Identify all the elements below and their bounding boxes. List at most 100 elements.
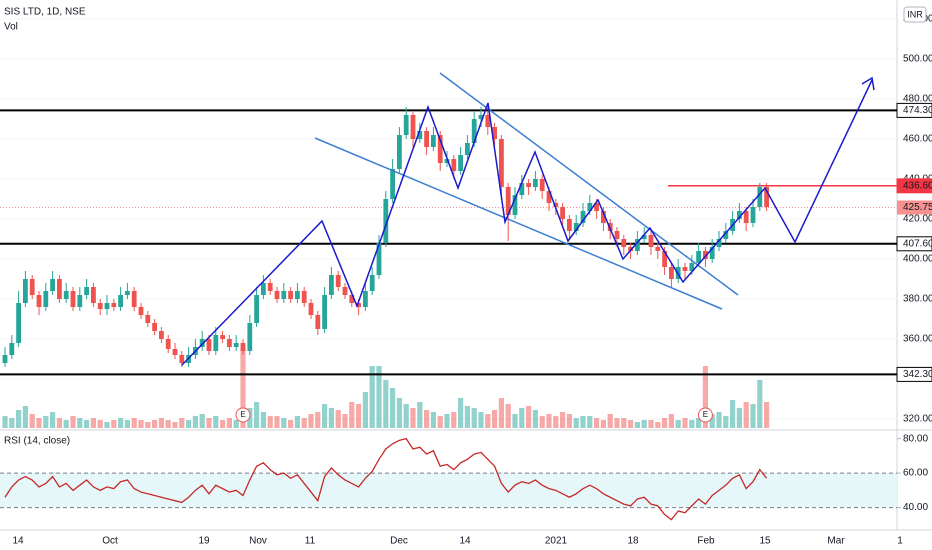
candle-body bbox=[485, 115, 491, 127]
volume-bar bbox=[396, 398, 402, 428]
candle-body bbox=[601, 211, 606, 223]
volume-bar bbox=[757, 380, 763, 428]
candle-body bbox=[573, 223, 579, 231]
candle-body bbox=[662, 251, 667, 267]
candle-body bbox=[267, 283, 273, 291]
volume-bar bbox=[267, 416, 273, 428]
volume-bar bbox=[587, 416, 593, 428]
candle-body bbox=[546, 191, 552, 203]
volume-bar bbox=[498, 398, 504, 428]
volume-bar bbox=[614, 418, 620, 428]
volume-bar bbox=[56, 418, 62, 428]
rsi-tick-label: 60.00 bbox=[903, 468, 928, 479]
candle-body bbox=[261, 283, 266, 295]
candle-body bbox=[390, 169, 395, 199]
candle-body bbox=[580, 211, 586, 223]
volume-bar bbox=[668, 414, 674, 428]
volume-bar bbox=[186, 420, 192, 428]
candle-body bbox=[499, 139, 504, 187]
volume-bar bbox=[342, 414, 348, 428]
volume-bar bbox=[308, 414, 314, 428]
last-price-label: 425.75 bbox=[903, 202, 932, 213]
volume-bar bbox=[281, 418, 287, 428]
volume-bar bbox=[118, 418, 124, 428]
volume-bar bbox=[328, 408, 334, 428]
volume-bar bbox=[560, 412, 566, 428]
candle-body bbox=[206, 339, 212, 351]
volume-bar bbox=[145, 422, 151, 428]
x-tick-label: Nov bbox=[249, 536, 267, 547]
volume-bar bbox=[519, 408, 525, 428]
volume-bar bbox=[84, 420, 90, 428]
volume-bar bbox=[539, 416, 545, 428]
volume-bar bbox=[260, 412, 266, 428]
volume-bar bbox=[403, 404, 409, 428]
volume-bar bbox=[274, 416, 280, 428]
volume-bar bbox=[580, 416, 586, 428]
candle-body bbox=[621, 239, 627, 247]
event-label: E bbox=[240, 410, 245, 419]
y-tick-label: 360.00 bbox=[903, 334, 932, 345]
candle-body bbox=[165, 339, 171, 349]
candle-body bbox=[288, 291, 293, 299]
candle-body bbox=[471, 119, 477, 143]
currency[interactable]: INR bbox=[907, 9, 923, 19]
volume-bar bbox=[505, 404, 511, 428]
volume-bar bbox=[356, 404, 362, 428]
volume-bar bbox=[648, 420, 654, 428]
last-price-badge bbox=[897, 200, 932, 215]
volume-bar bbox=[90, 418, 96, 428]
candle-body bbox=[2, 355, 8, 363]
currency-box[interactable] bbox=[903, 6, 927, 23]
volume-label: Vol bbox=[4, 22, 18, 33]
candle-body bbox=[648, 235, 654, 247]
candle-body bbox=[743, 211, 749, 223]
candle-body bbox=[403, 115, 409, 135]
x-tick-label: 19 bbox=[198, 536, 210, 547]
volume-bar bbox=[689, 420, 695, 428]
volume-bar bbox=[430, 412, 436, 428]
candle-body bbox=[709, 247, 715, 259]
volume-bar bbox=[179, 418, 185, 428]
y-tick-label: 480.00 bbox=[903, 94, 932, 105]
candle-body bbox=[689, 263, 695, 271]
volume-bar bbox=[600, 420, 606, 428]
candle-body bbox=[526, 183, 531, 187]
x-tick-label: Feb bbox=[697, 536, 715, 547]
volume-bar bbox=[172, 422, 178, 428]
x-tick-label: 14 bbox=[12, 536, 24, 547]
level-label: 436.60 bbox=[903, 180, 932, 191]
level-label: 474.30 bbox=[903, 105, 932, 116]
arrow-head bbox=[861, 76, 875, 91]
candle-body bbox=[560, 207, 565, 219]
candle-body bbox=[36, 295, 42, 307]
volume-bar bbox=[594, 418, 600, 428]
volume-bar bbox=[471, 408, 477, 428]
candle-body bbox=[295, 291, 300, 299]
candle-body bbox=[329, 275, 334, 295]
volume-bar bbox=[2, 416, 8, 428]
candle-body bbox=[444, 159, 450, 163]
volume-bar bbox=[655, 422, 661, 428]
candle-body bbox=[308, 303, 314, 315]
candle-body bbox=[91, 287, 96, 303]
volume-bar bbox=[233, 420, 239, 428]
volume-bar bbox=[111, 420, 117, 428]
volume-bar bbox=[288, 420, 294, 428]
candle-body bbox=[57, 279, 62, 299]
candle-body bbox=[451, 159, 457, 171]
candle-body bbox=[77, 295, 83, 307]
volume-bar bbox=[240, 348, 246, 428]
candle-body bbox=[281, 291, 287, 299]
candle-body bbox=[424, 131, 429, 147]
volume-bar bbox=[628, 420, 634, 428]
candle-body bbox=[669, 267, 674, 279]
candle-body bbox=[227, 339, 232, 347]
volume-bar bbox=[254, 402, 260, 428]
rsi-label: RSI (14, close) bbox=[4, 436, 70, 447]
volume-bar bbox=[9, 418, 15, 428]
y-tick-label: 460.00 bbox=[903, 134, 932, 145]
x-tick-label: 14 bbox=[459, 536, 471, 547]
volume-bar bbox=[322, 404, 328, 428]
